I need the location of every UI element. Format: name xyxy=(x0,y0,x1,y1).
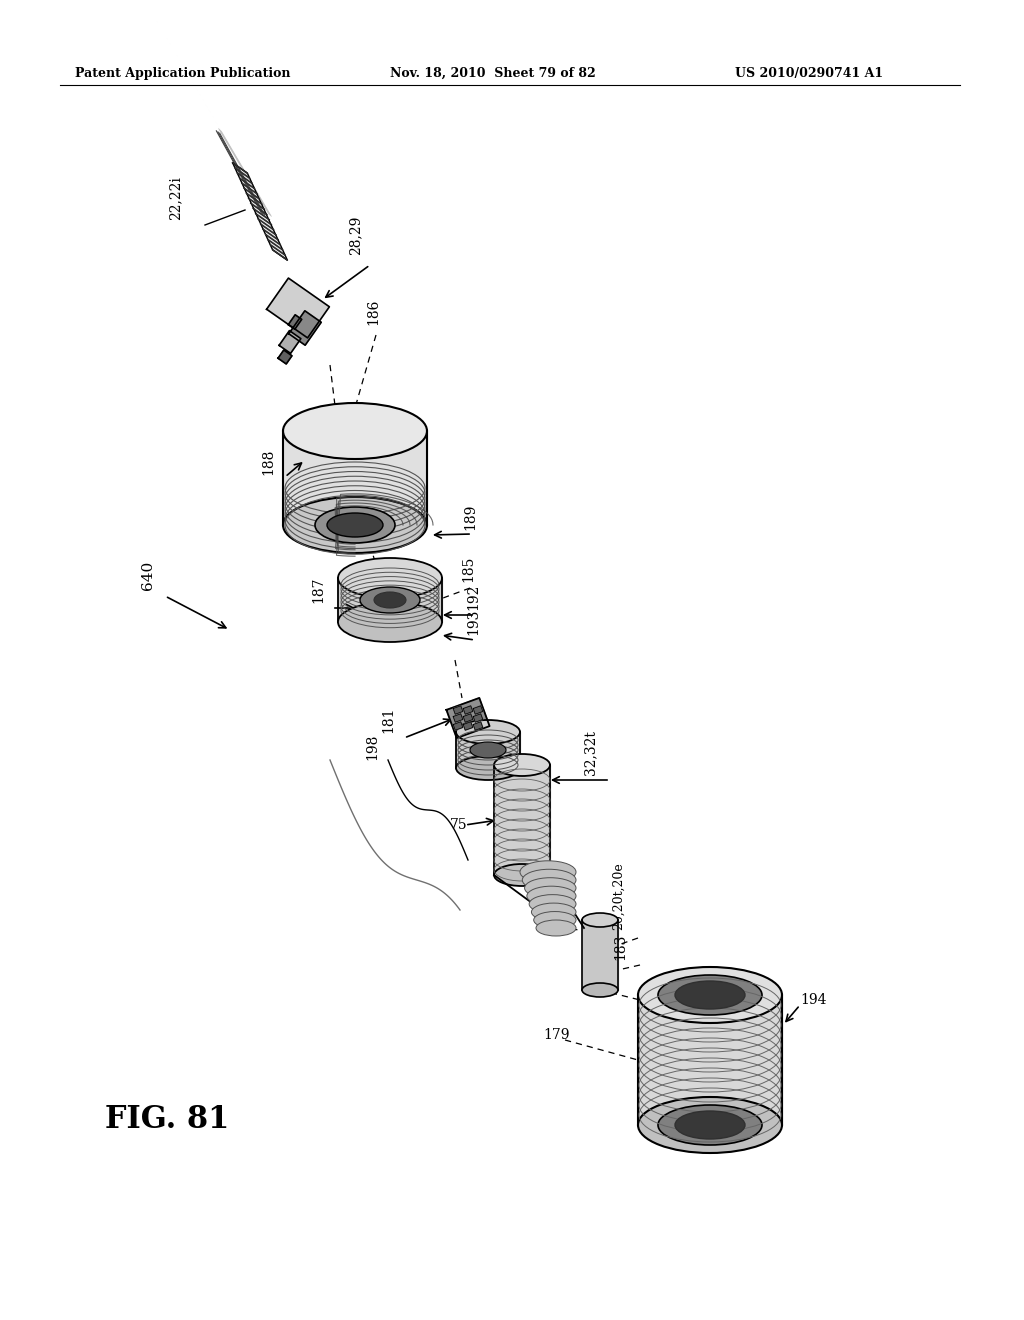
Ellipse shape xyxy=(534,912,575,928)
Ellipse shape xyxy=(522,870,575,891)
Polygon shape xyxy=(638,995,782,1125)
Ellipse shape xyxy=(582,983,618,997)
Ellipse shape xyxy=(675,1111,745,1139)
Ellipse shape xyxy=(658,975,762,1015)
Text: 193: 193 xyxy=(466,609,480,635)
Polygon shape xyxy=(266,279,330,338)
Text: 186: 186 xyxy=(366,298,380,325)
Ellipse shape xyxy=(315,507,395,543)
Text: 22,22i: 22,22i xyxy=(168,176,182,220)
Ellipse shape xyxy=(529,895,575,913)
Text: 28,29: 28,29 xyxy=(348,215,362,255)
Text: 192: 192 xyxy=(466,583,480,610)
Ellipse shape xyxy=(456,719,520,744)
Ellipse shape xyxy=(524,878,575,899)
Polygon shape xyxy=(289,314,302,329)
Text: 640: 640 xyxy=(141,561,155,590)
Polygon shape xyxy=(473,714,482,722)
Text: 181: 181 xyxy=(381,706,395,733)
Ellipse shape xyxy=(527,886,575,906)
Text: 179: 179 xyxy=(543,1028,569,1041)
Polygon shape xyxy=(232,162,288,260)
Ellipse shape xyxy=(327,513,383,537)
Text: Patent Application Publication: Patent Application Publication xyxy=(75,66,291,79)
Polygon shape xyxy=(473,706,482,714)
Text: 20,20t,20e: 20,20t,20e xyxy=(611,862,625,931)
Ellipse shape xyxy=(675,981,745,1008)
Text: 32,32t: 32,32t xyxy=(583,730,597,775)
Ellipse shape xyxy=(470,742,506,758)
Ellipse shape xyxy=(536,920,575,936)
Ellipse shape xyxy=(531,903,575,921)
Ellipse shape xyxy=(283,403,427,459)
Polygon shape xyxy=(463,722,473,730)
Ellipse shape xyxy=(360,587,420,612)
Text: 75: 75 xyxy=(450,818,468,832)
Polygon shape xyxy=(454,706,463,714)
Polygon shape xyxy=(289,310,322,346)
Ellipse shape xyxy=(283,498,427,553)
Ellipse shape xyxy=(638,968,782,1023)
Ellipse shape xyxy=(494,865,550,886)
Ellipse shape xyxy=(374,591,406,609)
Polygon shape xyxy=(454,714,463,722)
Text: US 2010/0290741 A1: US 2010/0290741 A1 xyxy=(735,66,883,79)
Polygon shape xyxy=(338,578,442,622)
Text: 194: 194 xyxy=(800,993,826,1007)
Polygon shape xyxy=(582,920,618,990)
Text: 187: 187 xyxy=(311,577,325,603)
Text: FIG. 81: FIG. 81 xyxy=(105,1105,229,1135)
Polygon shape xyxy=(463,714,473,722)
Ellipse shape xyxy=(456,756,520,780)
Text: 198: 198 xyxy=(365,734,379,760)
Text: 189: 189 xyxy=(463,504,477,531)
Text: 190: 190 xyxy=(353,609,367,635)
Ellipse shape xyxy=(338,602,442,642)
Polygon shape xyxy=(454,722,463,730)
Text: 185: 185 xyxy=(461,556,475,582)
Polygon shape xyxy=(446,698,489,738)
Ellipse shape xyxy=(338,558,442,598)
Text: 188: 188 xyxy=(261,449,275,475)
Polygon shape xyxy=(494,766,550,875)
Ellipse shape xyxy=(658,1105,762,1144)
Polygon shape xyxy=(456,733,520,768)
Text: Nov. 18, 2010  Sheet 79 of 82: Nov. 18, 2010 Sheet 79 of 82 xyxy=(390,66,596,79)
Polygon shape xyxy=(280,330,301,354)
Ellipse shape xyxy=(582,913,618,927)
Polygon shape xyxy=(283,432,427,525)
Ellipse shape xyxy=(638,1097,782,1152)
Text: 183: 183 xyxy=(613,933,627,960)
Polygon shape xyxy=(279,350,292,364)
Polygon shape xyxy=(463,706,473,714)
Ellipse shape xyxy=(520,861,575,883)
Ellipse shape xyxy=(494,754,550,776)
Polygon shape xyxy=(473,722,482,730)
